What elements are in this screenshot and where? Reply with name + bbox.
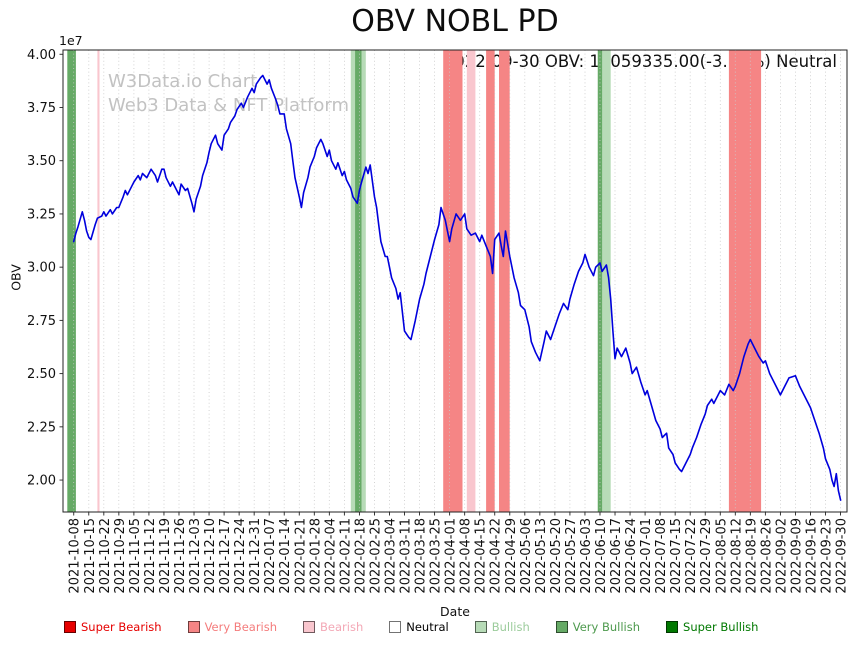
x-tick-label: 2022-04-01 (444, 518, 459, 594)
x-tick-label: 2021-10-08 (68, 518, 83, 594)
legend-label-super-bullish: Super Bullish (683, 620, 759, 634)
legend-item-very-bullish: Very Bullish (555, 620, 641, 634)
x-tick-label: 2022-03-04 (383, 518, 398, 594)
x-tick-label: 2022-03-11 (399, 518, 414, 594)
x-tick-label: 2021-11-26 (173, 518, 188, 594)
signal-band-very_bearish (728, 50, 762, 512)
x-tick-label: 2022-05-20 (549, 518, 564, 594)
legend-item-bullish: Bullish (474, 620, 530, 634)
signal-band-very_bullish (355, 50, 362, 512)
legend-swatch-very-bullish (555, 621, 568, 633)
signal-band-very_bullish (67, 50, 76, 512)
x-tick-label: 2022-01-14 (278, 518, 293, 594)
x-tick-label: 2022-05-27 (564, 518, 579, 594)
x-tick-label: 2021-12-31 (248, 518, 263, 594)
x-tick-label: 2022-08-05 (714, 518, 729, 594)
legend-label-bullish: Bullish (491, 620, 530, 634)
legend-item-neutral: Neutral (389, 620, 449, 634)
legend-swatch-bearish (303, 621, 316, 633)
legend-item-super-bullish: Super Bullish (666, 620, 758, 634)
y-tick-label: 2.50 (27, 367, 56, 382)
chart-title: OBV NOBL PD (351, 4, 559, 39)
signal-band-very_bearish (499, 50, 510, 512)
legend-item-very-bearish: Very Bearish (187, 620, 278, 634)
x-tick-label: 2021-11-19 (158, 518, 173, 594)
x-tick-label: 2022-07-22 (684, 518, 699, 594)
x-tick-label: 2022-09-23 (820, 518, 835, 594)
y-axis-label: OBV (8, 264, 24, 291)
x-tick-label: 2022-04-22 (489, 518, 504, 594)
x-tick-label: 2022-09-16 (804, 518, 819, 594)
legend-item-bearish: Bearish (303, 620, 363, 634)
x-tick-label: 2022-07-01 (639, 518, 654, 594)
legend-swatch-neutral (389, 621, 402, 633)
x-tick-label: 2022-05-13 (534, 518, 549, 594)
x-tick-label: 2021-10-29 (113, 518, 128, 594)
x-tick-label: 2022-02-18 (353, 518, 368, 594)
y-tick-label: 2.75 (27, 314, 56, 329)
x-tick-label: 2022-03-18 (414, 518, 429, 594)
legend-swatch-super-bearish (64, 621, 76, 633)
legend: Super Bearish Very Bearish Bearish Neutral B… (64, 620, 758, 634)
x-tick-label: 2022-07-29 (699, 518, 714, 594)
x-tick-label: 2022-04-15 (474, 518, 489, 594)
x-tick-label: 2021-10-22 (98, 518, 113, 594)
x-tick-label: 2022-04-29 (504, 518, 519, 594)
legend-swatch-very-bearish (187, 621, 200, 633)
x-tick-label: 2021-12-10 (203, 518, 218, 594)
x-tick-label: 2022-06-10 (594, 518, 609, 594)
x-tick-label: 2021-10-15 (83, 518, 98, 594)
x-tick-label: 2022-06-03 (579, 518, 594, 594)
y-tick-label: 2.25 (27, 420, 56, 435)
x-tick-label: 2022-09-30 (835, 518, 850, 594)
x-tick-label: 2022-07-15 (669, 518, 684, 594)
x-tick-label: 2022-04-08 (459, 518, 474, 594)
x-tick-label: 2022-09-09 (789, 518, 804, 594)
legend-label-neutral: Neutral (406, 620, 449, 634)
plot-border (62, 49, 848, 513)
obv-line (72, 74, 842, 501)
y-tick-label: 3.75 (27, 101, 56, 116)
legend-swatch-super-bullish (666, 621, 679, 633)
x-tick-label: 2022-06-17 (609, 518, 624, 594)
legend-swatch-bullish (474, 621, 487, 633)
x-tick-label: 2022-02-25 (368, 518, 383, 594)
signal-band-very_bearish (443, 50, 463, 512)
y-axis-offset-label: 1e7 (59, 33, 83, 48)
signal-band-very_bearish (486, 50, 495, 512)
x-tick-label: 2022-08-12 (729, 518, 744, 594)
x-tick-label: 2022-01-07 (263, 518, 278, 594)
x-tick-label: 2022-07-08 (654, 518, 669, 594)
x-tick-label: 2022-08-19 (744, 518, 759, 594)
x-tick-label: 2022-01-28 (308, 518, 323, 594)
x-tick-label: 2022-08-26 (759, 518, 774, 594)
x-tick-label: 2022-05-06 (519, 518, 534, 594)
legend-label-super-bearish: Super Bearish (81, 620, 162, 634)
x-tick-label: 2022-01-21 (293, 518, 308, 594)
x-tick-label: 2021-12-03 (188, 518, 203, 594)
y-tick-label: 3.25 (27, 207, 56, 222)
signal-band-bearish (466, 50, 476, 512)
y-tick-label: 2.00 (27, 474, 56, 489)
legend-item-super-bearish: Super Bearish (64, 620, 162, 634)
legend-label-bearish: Bearish (320, 620, 364, 634)
y-tick-label: 4.00 (27, 48, 56, 63)
x-tick-label: 2022-02-11 (338, 518, 353, 594)
x-tick-label: 2022-09-02 (774, 518, 789, 594)
x-tick-label: 2021-11-05 (128, 518, 143, 594)
signal-band-bearish (97, 50, 100, 512)
legend-label-very-bearish: Very Bearish (204, 620, 278, 634)
x-tick-label: 2021-12-24 (233, 518, 248, 594)
x-axis-label: Date (440, 604, 470, 619)
y-tick-label: 3.50 (27, 154, 56, 169)
x-tick-label: 2021-11-12 (143, 518, 158, 594)
x-tick-label: 2022-02-04 (323, 518, 338, 594)
y-tick-label: 3.00 (27, 261, 56, 276)
x-tick-label: 2022-03-25 (429, 518, 444, 594)
x-tick-label: 2021-12-17 (218, 518, 233, 594)
legend-label-very-bullish: Very Bullish (572, 620, 641, 634)
x-tick-label: 2022-06-24 (624, 518, 639, 594)
